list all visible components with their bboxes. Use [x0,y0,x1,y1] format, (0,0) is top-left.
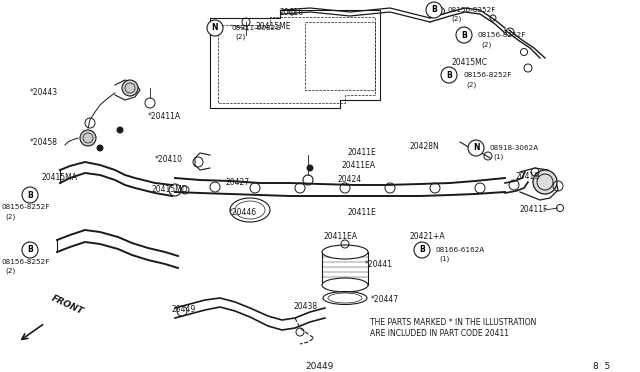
Text: ARE INCLUDED IN PART CODE 20411: ARE INCLUDED IN PART CODE 20411 [370,329,509,338]
Circle shape [122,80,138,96]
Ellipse shape [322,278,368,292]
Text: 20427: 20427 [225,178,249,187]
Text: (1): (1) [439,256,449,263]
Text: 20421+A: 20421+A [410,232,445,241]
Text: 20438: 20438 [293,302,317,311]
Text: N: N [212,23,218,32]
Text: 20411EA: 20411EA [341,161,375,170]
Text: B: B [461,31,467,39]
Text: FRONT: FRONT [50,294,85,316]
Text: 20416: 20416 [280,8,304,17]
Text: B: B [431,6,437,15]
Text: 20415MA: 20415MA [42,173,78,182]
Circle shape [533,170,557,194]
Text: THE PARTS MARKED * IN THE ILLUSTRATION: THE PARTS MARKED * IN THE ILLUSTRATION [370,318,536,327]
Text: B: B [27,190,33,199]
Text: 20419: 20419 [515,172,539,181]
Text: B: B [446,71,452,80]
Text: *20410: *20410 [155,155,183,164]
Circle shape [97,145,103,151]
Text: 08156-8252F: 08156-8252F [2,204,51,210]
Text: 08911-6082G: 08911-6082G [232,25,282,31]
Text: 20411E: 20411E [348,148,377,157]
Text: 20415MD: 20415MD [152,185,189,194]
Circle shape [468,140,484,156]
Circle shape [80,130,96,146]
Text: 20411E: 20411E [347,208,376,217]
Text: 8  5: 8 5 [593,362,610,371]
Text: 20449: 20449 [172,305,196,314]
Ellipse shape [322,245,368,259]
Text: *20443: *20443 [30,88,58,97]
Text: B: B [419,246,425,254]
Text: 08156-8252F: 08156-8252F [2,259,51,265]
Text: 08918-3062A: 08918-3062A [490,145,540,151]
Text: 08156-8252F: 08156-8252F [463,72,511,78]
Text: *20458: *20458 [30,138,58,147]
Circle shape [426,2,442,18]
Text: 20428N: 20428N [410,142,440,151]
Text: B: B [27,246,33,254]
Text: (2): (2) [235,34,245,41]
Circle shape [307,165,313,171]
Text: *20441: *20441 [365,260,393,269]
Text: 08156-8252F: 08156-8252F [448,7,497,13]
Text: 20411EA: 20411EA [323,232,357,241]
Text: (2): (2) [451,16,461,22]
Text: 08166-6162A: 08166-6162A [436,247,485,253]
Text: 20411F: 20411F [520,205,548,214]
Text: (2): (2) [5,268,15,275]
Text: *20447: *20447 [371,295,399,304]
Text: (2): (2) [466,81,476,87]
Circle shape [456,27,472,43]
Circle shape [22,187,38,203]
Text: 20415ME: 20415ME [255,22,291,31]
Text: (2): (2) [481,41,492,48]
Circle shape [441,67,457,83]
Text: *20411A: *20411A [148,112,181,121]
Text: (1): (1) [493,154,503,160]
Text: (2): (2) [5,213,15,219]
Text: 08156-8252F: 08156-8252F [478,32,526,38]
Text: 20449: 20449 [306,362,334,371]
Circle shape [22,242,38,258]
Text: *20446: *20446 [229,208,257,217]
Circle shape [207,20,223,36]
Text: 20424: 20424 [337,175,361,184]
Circle shape [414,242,430,258]
Text: 20415MC: 20415MC [451,58,487,67]
Circle shape [117,127,123,133]
Text: N: N [473,144,479,153]
